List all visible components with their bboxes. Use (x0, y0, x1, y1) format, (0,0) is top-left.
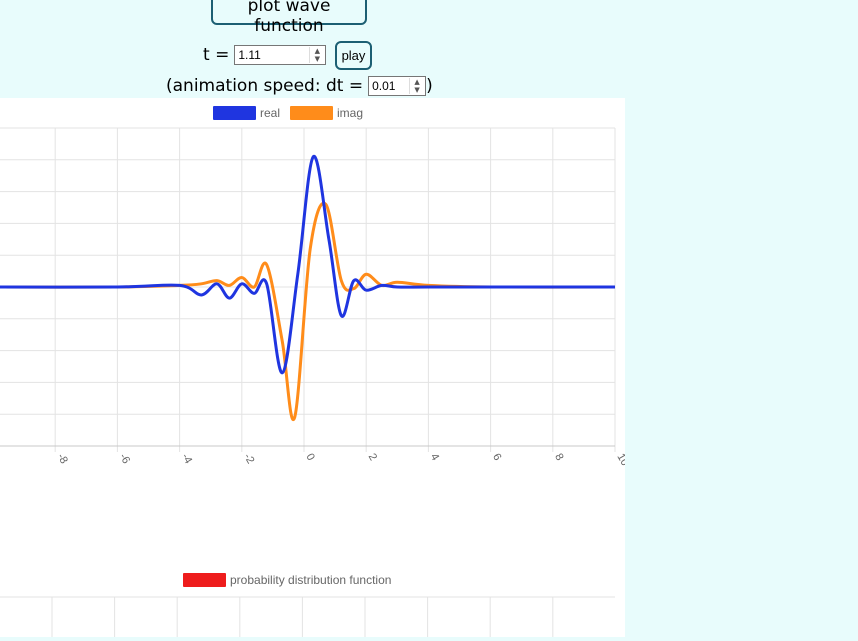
wave-x-tick-label: 2 (366, 452, 379, 463)
wave-x-tick-label: 10 (614, 452, 625, 469)
wave-grid (0, 127, 616, 452)
wave-lines (0, 155, 616, 422)
t-value: 1.11 (238, 48, 261, 62)
wave-x-tick-label: 0 (303, 452, 316, 463)
speed-label-close: ) (426, 76, 433, 96)
wave-x-tick-label: -2 (241, 452, 256, 466)
dt-value: 0.01 (372, 79, 396, 93)
speed-control-row: (animation speed: dt = 0.01 ▲ ▼ ) (166, 73, 433, 99)
series-line-real (0, 155, 615, 375)
t-input[interactable]: 1.11 ▲ ▼ (234, 45, 327, 65)
t-label: t = (203, 45, 230, 65)
dt-spinner-icon[interactable]: ▲ ▼ (409, 78, 424, 94)
wave-x-tick-label: -4 (179, 452, 194, 466)
pdf-chart: probability distribution function (0, 573, 615, 637)
legend-real-label[interactable]: real (260, 106, 280, 120)
wave-x-tick-label: 4 (428, 452, 441, 463)
play-button[interactable]: play (335, 41, 372, 70)
chart-panel: real imag -8 -6 -4 -2 0 2 4 6 8 10 probability di… (0, 98, 631, 637)
wave-x-tick-label: 6 (490, 452, 503, 463)
legend-imag-swatch[interactable] (290, 106, 333, 120)
wave-x-ticks: -8 -6 -4 -2 0 2 4 6 8 10 (55, 452, 631, 469)
t-spinner-icon[interactable]: ▲ ▼ (309, 47, 324, 63)
legend-real-swatch[interactable] (213, 106, 256, 120)
wave-x-tick-label: -6 (117, 452, 132, 466)
charts-svg: real imag -8 -6 -4 -2 0 2 4 6 8 10 probability di… (0, 106, 631, 637)
series-line-imag (0, 201, 616, 422)
wave-function-chart: real imag -8 -6 -4 -2 0 2 4 6 8 10 (0, 106, 631, 469)
time-control-row: t = 1.11 ▲ ▼ (203, 42, 327, 68)
wave-x-tick-label: 8 (552, 452, 565, 463)
dt-input[interactable]: 0.01 ▲ ▼ (368, 76, 427, 96)
pdf-grid (0, 596, 615, 637)
wave-x-tick-label: -8 (55, 452, 70, 466)
legend-imag-label[interactable]: imag (337, 106, 363, 120)
legend-pdf-swatch[interactable] (183, 573, 226, 587)
plot-wave-function-button[interactable]: plot wave function (211, 0, 367, 36)
legend-pdf-label[interactable]: probability distribution function (230, 573, 391, 587)
speed-label: (animation speed: dt = (166, 76, 364, 96)
